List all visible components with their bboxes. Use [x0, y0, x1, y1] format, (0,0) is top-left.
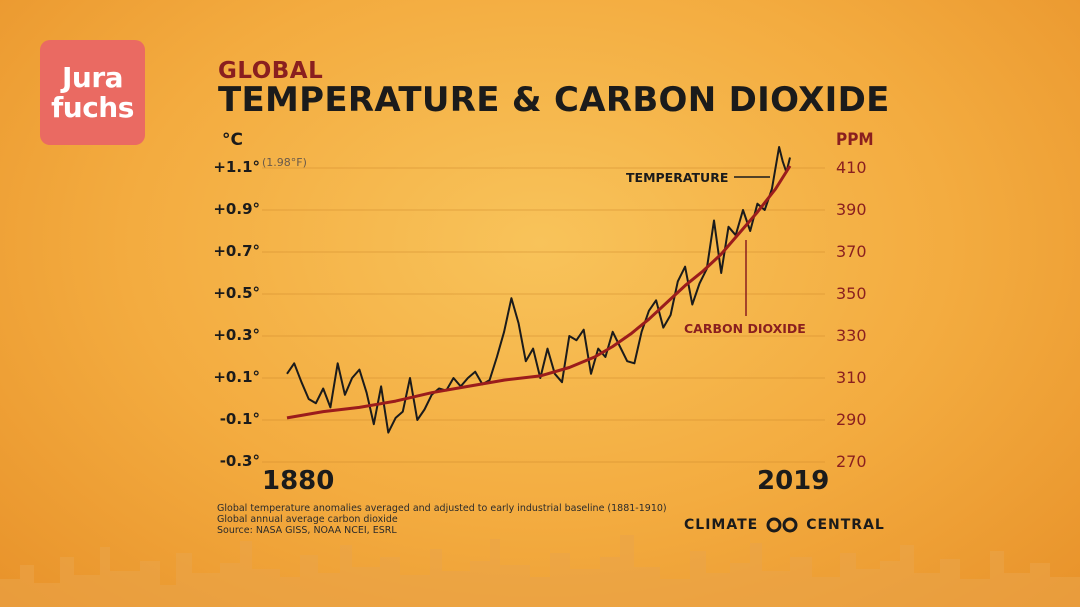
right-tick-label: 290	[836, 410, 867, 429]
left-axis-unit: °C	[222, 130, 243, 150]
brand-left: CLIMATE	[684, 517, 759, 533]
left-tick-label: -0.1°	[219, 410, 260, 428]
right-tick-label: 310	[836, 368, 867, 387]
x-start-label: 1880	[262, 466, 335, 496]
footnote-line2: Global annual average carbon dioxide	[217, 514, 398, 525]
left-tick-label: +0.9°	[213, 200, 260, 218]
climate-central-brand: CLIMATE CENTRAL	[684, 517, 885, 533]
temperature-annotation: TEMPERATURE	[626, 170, 729, 185]
left-tick-label: -0.3°	[219, 452, 260, 470]
logo-line1: Jura	[61, 61, 124, 95]
right-tick-label: 330	[836, 326, 867, 345]
right-tick-label: 270	[836, 452, 867, 471]
right-tick-label: 350	[836, 284, 867, 303]
footnote-line3: Source: NASA GISS, NOAA NCEI, ESRL	[217, 525, 397, 536]
chart-subtitle: GLOBAL	[218, 58, 324, 84]
footnote-line1: Global temperature anomalies averaged an…	[217, 503, 667, 514]
jurafuchs-logo: Jura fuchs	[40, 40, 145, 145]
logo-line2: fuchs	[51, 90, 134, 124]
climate-central-icon	[766, 517, 798, 533]
chart-title: TEMPERATURE & CARBON DIOXIDE	[218, 80, 890, 120]
brand-right: CENTRAL	[806, 517, 885, 533]
right-tick-label: 390	[836, 200, 867, 219]
city-skyline	[0, 535, 1080, 607]
fahrenheit-note: (1.98°F)	[262, 156, 307, 169]
right-tick-label: 370	[836, 242, 867, 261]
left-tick-label: +1.1°	[213, 158, 260, 176]
x-end-label: 2019	[757, 466, 830, 496]
left-tick-label: +0.5°	[213, 284, 260, 302]
co2-series-line	[286, 165, 792, 420]
co2-annotation: CARBON DIOXIDE	[684, 321, 806, 336]
left-tick-label: +0.7°	[213, 242, 260, 260]
left-tick-label: +0.1°	[213, 368, 260, 386]
left-tick-label: +0.3°	[213, 326, 260, 344]
right-tick-label: 410	[836, 158, 867, 177]
temperature-series-line	[286, 146, 791, 434]
right-axis-unit: PPM	[836, 130, 874, 150]
